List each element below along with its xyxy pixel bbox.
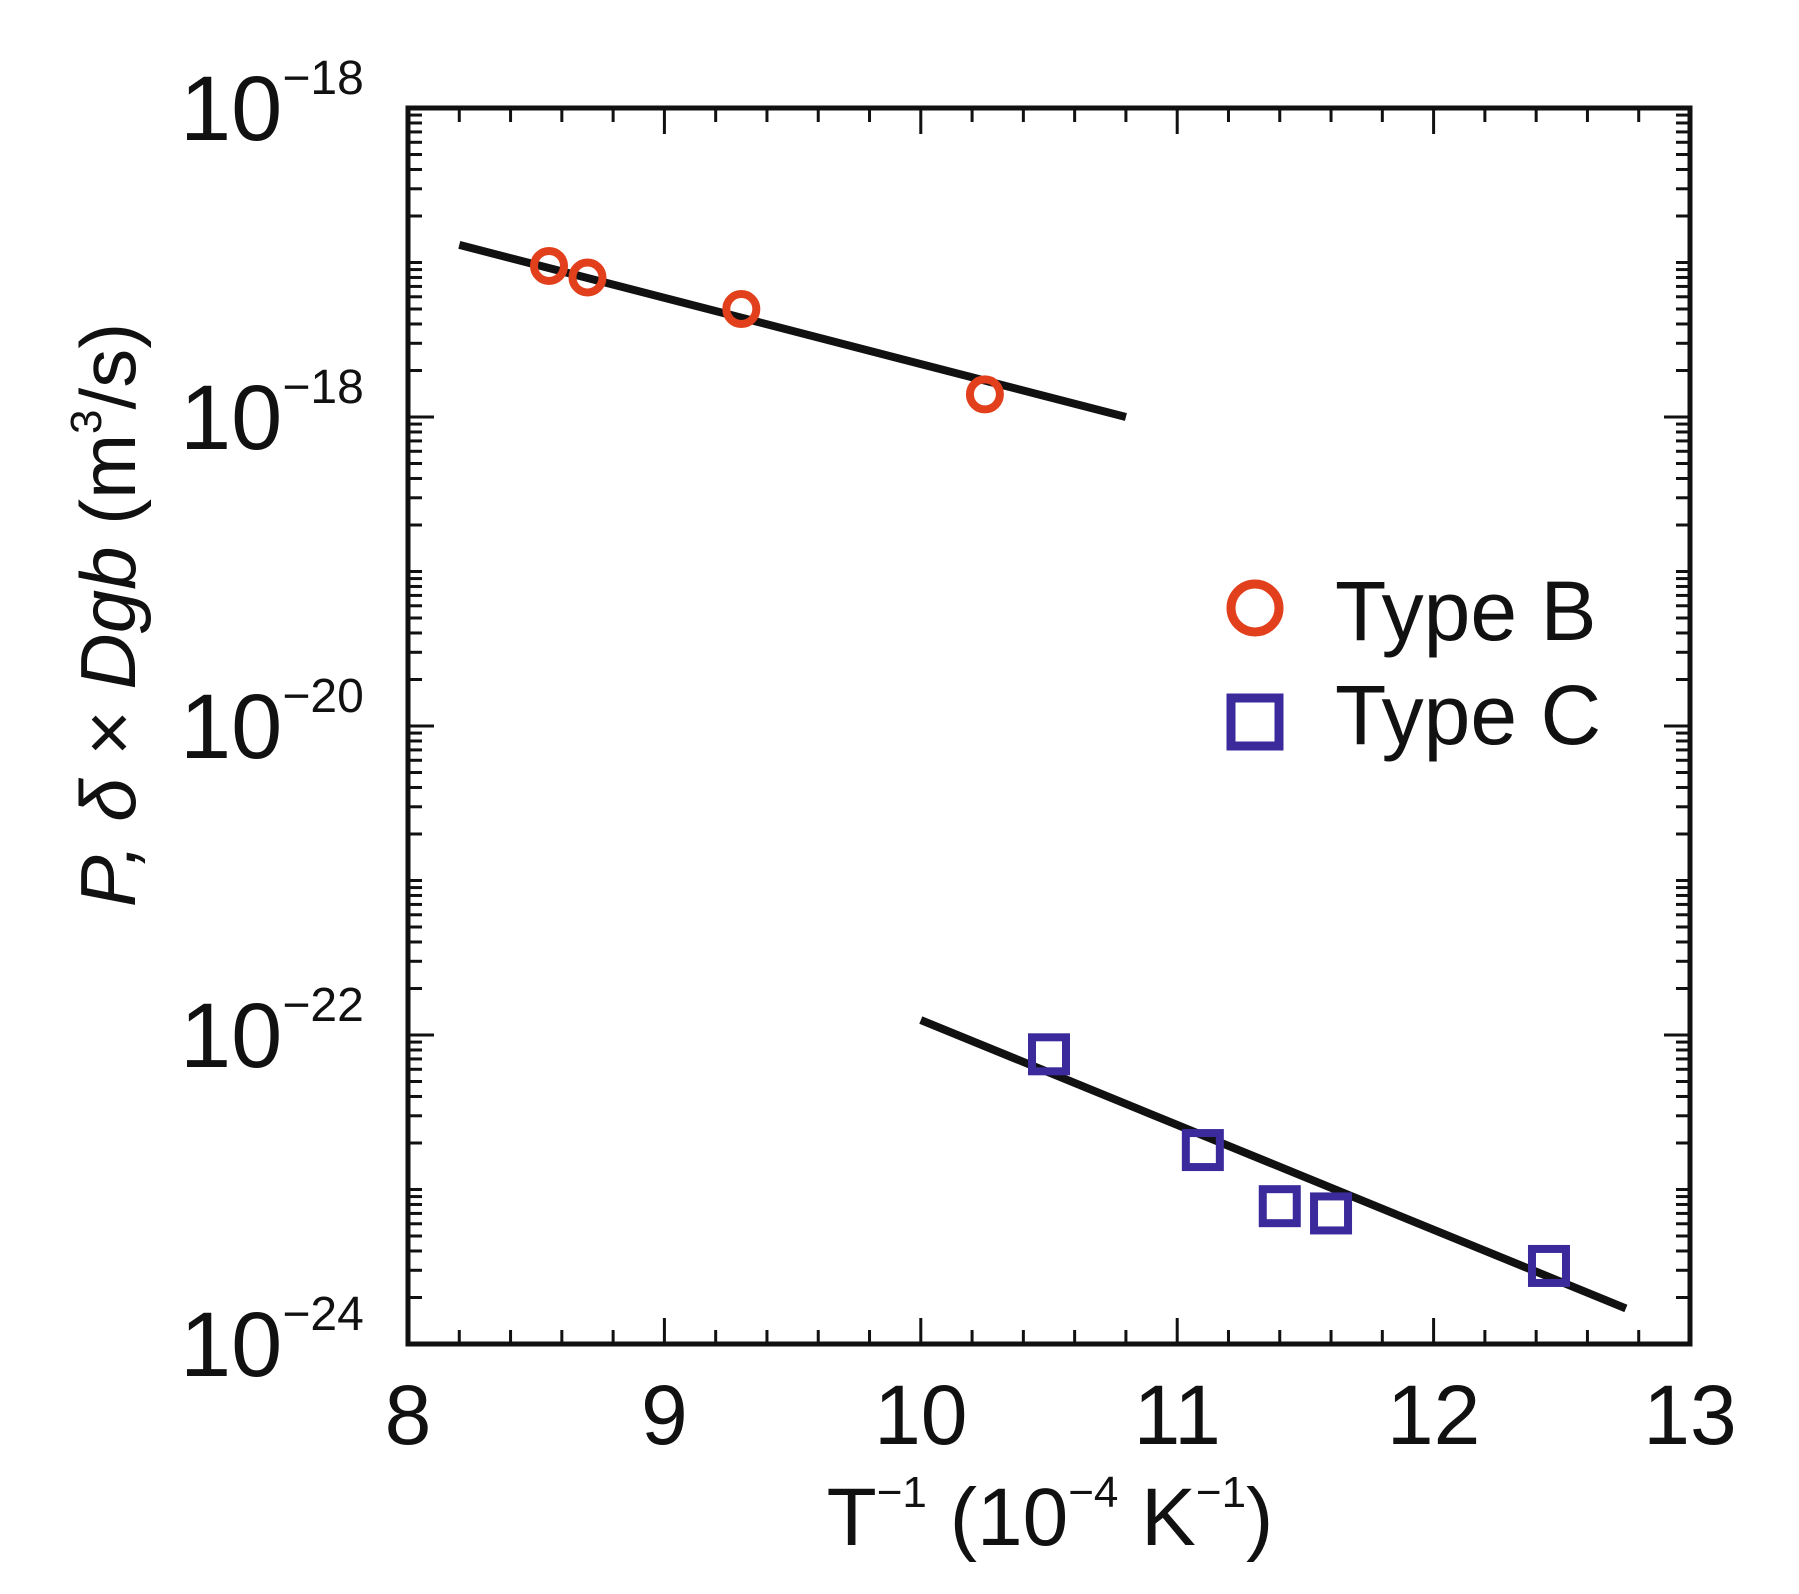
markers	[530, 246, 1570, 1287]
y-tick-label: 10−18	[180, 52, 364, 160]
y-tick-label-base: 10	[180, 676, 282, 778]
data-point-type-b	[568, 258, 607, 297]
x-tick-label: 11	[1134, 1368, 1221, 1462]
x-axis-title: T−1 (10−4 K−1)	[827, 1468, 1274, 1563]
y-tick-label-base: 10	[180, 367, 282, 469]
x-tick-label: 13	[1643, 1368, 1736, 1462]
x-axis-title-sup2: −4	[1068, 1468, 1118, 1517]
y-axis-title: P, δ × Dgb (m3/s)	[62, 323, 152, 907]
y-tick-label-exponent: −20	[282, 670, 363, 723]
data-point-type-b	[965, 375, 1004, 414]
data-point-type-c	[1527, 1244, 1570, 1287]
y-tick-label-base: 10	[180, 985, 282, 1087]
x-tick-label: 8	[385, 1368, 432, 1462]
legend-type-c-marker	[1226, 693, 1284, 751]
y-tick-label-exponent: −18	[282, 52, 363, 105]
data-point-type-b	[722, 290, 761, 329]
y-axis-title-unit-open: (m	[64, 434, 152, 547]
y-tick-label-exponent: −22	[282, 979, 363, 1032]
y-axis-title-comma: ,	[64, 844, 152, 866]
legend: Type B Type C	[1226, 564, 1601, 762]
minor-ticks	[406, 108, 1692, 1346]
x-axis-title-end: )	[1246, 1472, 1273, 1563]
data-point-type-b	[530, 246, 569, 285]
y-axis-title-unit-close: /s)	[64, 323, 152, 410]
data-point-type-c	[1181, 1129, 1224, 1172]
y-tick-label: 10−24	[180, 1288, 364, 1396]
fit-line-type-c	[919, 1016, 1628, 1313]
x-axis-title-mid: (10	[927, 1472, 1068, 1563]
x-tick-labels: 8 9 10 11 12 13	[385, 1368, 1737, 1462]
x-tick-label: 12	[1387, 1368, 1480, 1462]
y-tick-label: 10−20	[180, 670, 364, 778]
x-axis-title-unit: K	[1118, 1472, 1195, 1563]
data-point-type-c	[1310, 1192, 1353, 1235]
legend-type-b-marker	[1226, 579, 1284, 637]
y-tick-label: 10−22	[180, 979, 364, 1087]
y-tick-label: 10−18	[180, 361, 364, 469]
legend-type-b-label: Type B	[1335, 564, 1596, 658]
y-axis-title-dgb: Dgb	[64, 547, 152, 690]
x-axis-title-base: T	[827, 1472, 877, 1563]
legend-type-c-label: Type C	[1335, 668, 1601, 762]
y-tick-label-exponent: −18	[282, 361, 363, 414]
x-tick-label: 9	[641, 1368, 688, 1462]
y-axis-title-delta: δ ×	[64, 690, 152, 844]
y-axis-title-sup: 3	[62, 409, 111, 433]
x-tick-label: 10	[874, 1368, 967, 1462]
y-tick-label-base: 10	[180, 1294, 282, 1396]
x-axis-title-sup1: −1	[877, 1468, 927, 1517]
data-point-type-c	[1028, 1033, 1070, 1076]
x-axis-title-sup3: −1	[1196, 1468, 1246, 1517]
fit-lines	[458, 241, 1628, 1313]
data-point-type-c	[1258, 1185, 1301, 1228]
y-tick-label-exponent: −24	[282, 1288, 363, 1341]
y-tick-label-base: 10	[180, 58, 282, 160]
